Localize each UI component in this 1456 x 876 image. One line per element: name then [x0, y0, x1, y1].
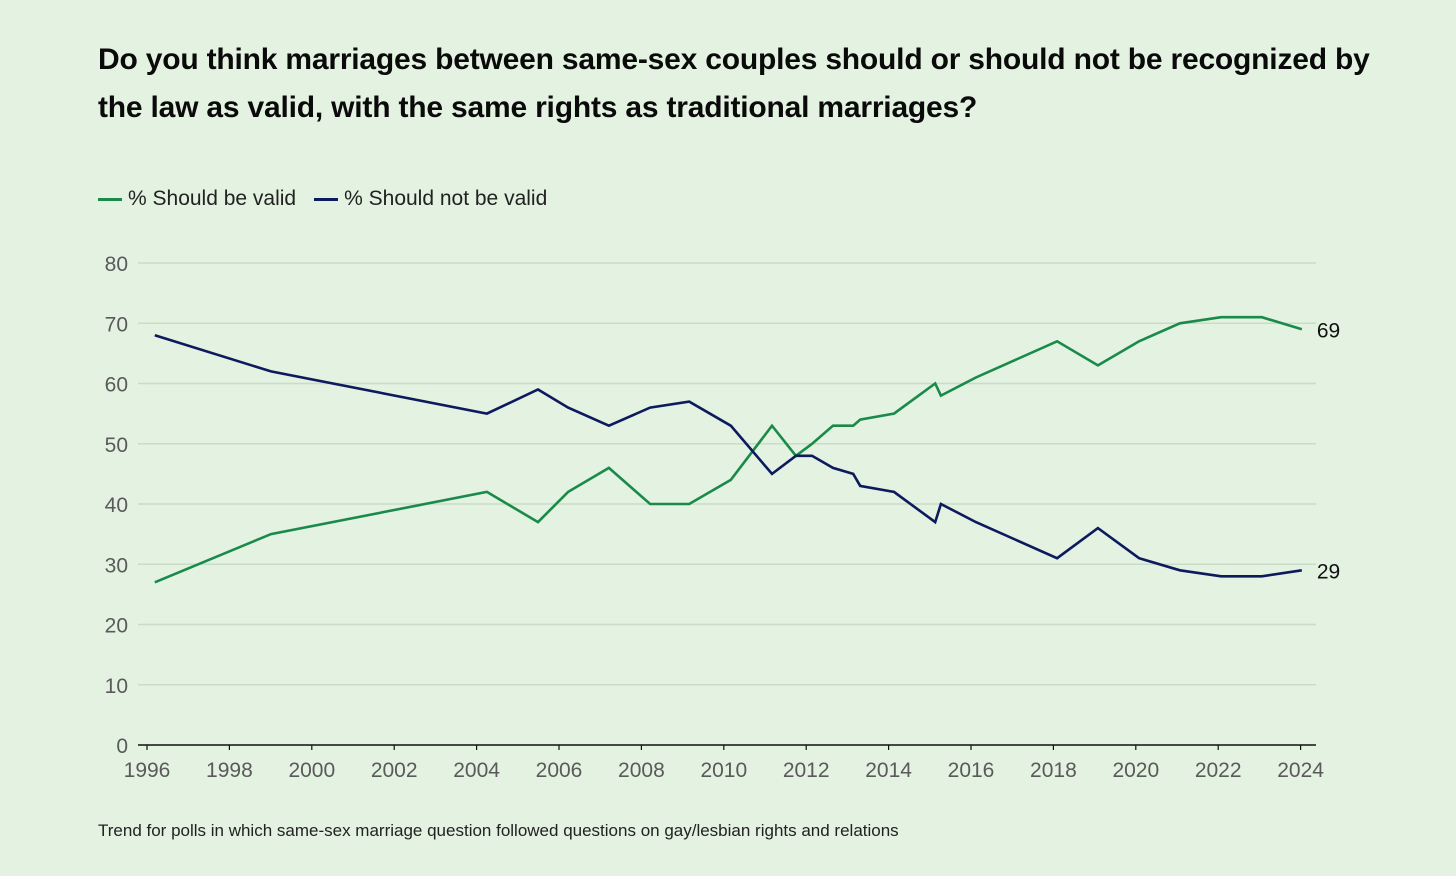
series-line-not-valid — [154, 334, 1302, 578]
y-tick-label: 20 — [105, 615, 128, 638]
end-label-valid: 69 — [1317, 319, 1340, 342]
y-tick-label: 40 — [105, 494, 128, 517]
y-tick-label: 60 — [105, 374, 128, 397]
y-tick-label: 10 — [105, 675, 128, 698]
footnote: Trend for polls in which same-sex marria… — [98, 821, 899, 840]
legend-item-not-valid: % Should not be valid — [314, 187, 547, 211]
legend-item-valid: % Should be valid — [98, 187, 296, 211]
series-line-valid — [154, 315, 1303, 584]
x-tick-label: 2012 — [783, 759, 830, 782]
y-tick-label: 50 — [105, 434, 128, 457]
x-tick-label: 1996 — [124, 759, 171, 782]
x-tick-label: 2022 — [1195, 759, 1242, 782]
y-tick-label: 80 — [105, 253, 128, 276]
x-tick-label: 2002 — [371, 759, 418, 782]
x-tick-label: 2020 — [1112, 759, 1159, 782]
legend-swatch-not-valid — [314, 197, 339, 201]
y-tick-label: 70 — [105, 313, 128, 336]
legend-swatch-valid — [98, 197, 122, 201]
x-tick-label: 2000 — [288, 759, 335, 782]
legend-label-not-valid: % Should not be valid — [344, 187, 548, 210]
x-tick-label: 1998 — [206, 759, 253, 782]
x-tick-label: 2014 — [865, 759, 912, 782]
end-label-not-valid: 29 — [1317, 560, 1340, 583]
chart-title: Do you think marriages between same-sex … — [98, 43, 1370, 124]
y-tick-label: 0 — [116, 735, 128, 758]
x-tick-label: 2016 — [948, 759, 995, 782]
legend-label-valid: % Should be valid — [128, 187, 297, 210]
y-tick-label: 30 — [105, 554, 128, 577]
legend: % Should be valid % Should not be valid — [98, 187, 547, 211]
x-tick-label: 2010 — [700, 759, 747, 782]
x-tick-label: 2024 — [1277, 759, 1324, 782]
x-tick-label: 2008 — [618, 759, 665, 782]
x-tick-label: 2018 — [1030, 759, 1077, 782]
x-tick-label: 2006 — [536, 759, 583, 782]
x-tick-label: 2004 — [453, 759, 500, 782]
